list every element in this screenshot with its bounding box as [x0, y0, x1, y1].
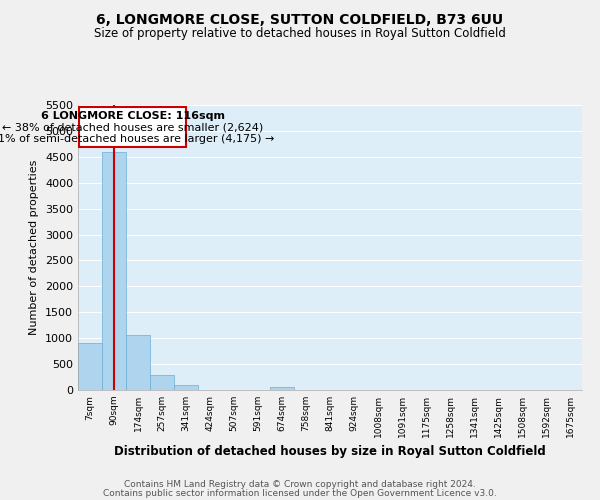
X-axis label: Distribution of detached houses by size in Royal Sutton Coldfield: Distribution of detached houses by size … [114, 446, 546, 458]
Bar [270, 388, 294, 390]
Text: ← 38% of detached houses are smaller (2,624): ← 38% of detached houses are smaller (2,… [2, 123, 263, 133]
Text: Contains public sector information licensed under the Open Government Licence v3: Contains public sector information licen… [103, 488, 497, 498]
Text: Contains HM Land Registry data © Crown copyright and database right 2024.: Contains HM Land Registry data © Crown c… [124, 480, 476, 489]
Text: 61% of semi-detached houses are larger (4,175) →: 61% of semi-detached houses are larger (… [0, 134, 274, 144]
Text: 6 LONGMORE CLOSE: 116sqm: 6 LONGMORE CLOSE: 116sqm [41, 111, 224, 121]
Bar [78, 344, 102, 390]
Y-axis label: Number of detached properties: Number of detached properties [29, 160, 40, 335]
Bar [126, 334, 150, 390]
Text: 6, LONGMORE CLOSE, SUTTON COLDFIELD, B73 6UU: 6, LONGMORE CLOSE, SUTTON COLDFIELD, B73… [97, 12, 503, 26]
Text: Size of property relative to detached houses in Royal Sutton Coldfield: Size of property relative to detached ho… [94, 28, 506, 40]
Bar [102, 152, 126, 390]
Bar [150, 374, 174, 390]
Bar [174, 386, 198, 390]
Bar [79, 107, 186, 148]
